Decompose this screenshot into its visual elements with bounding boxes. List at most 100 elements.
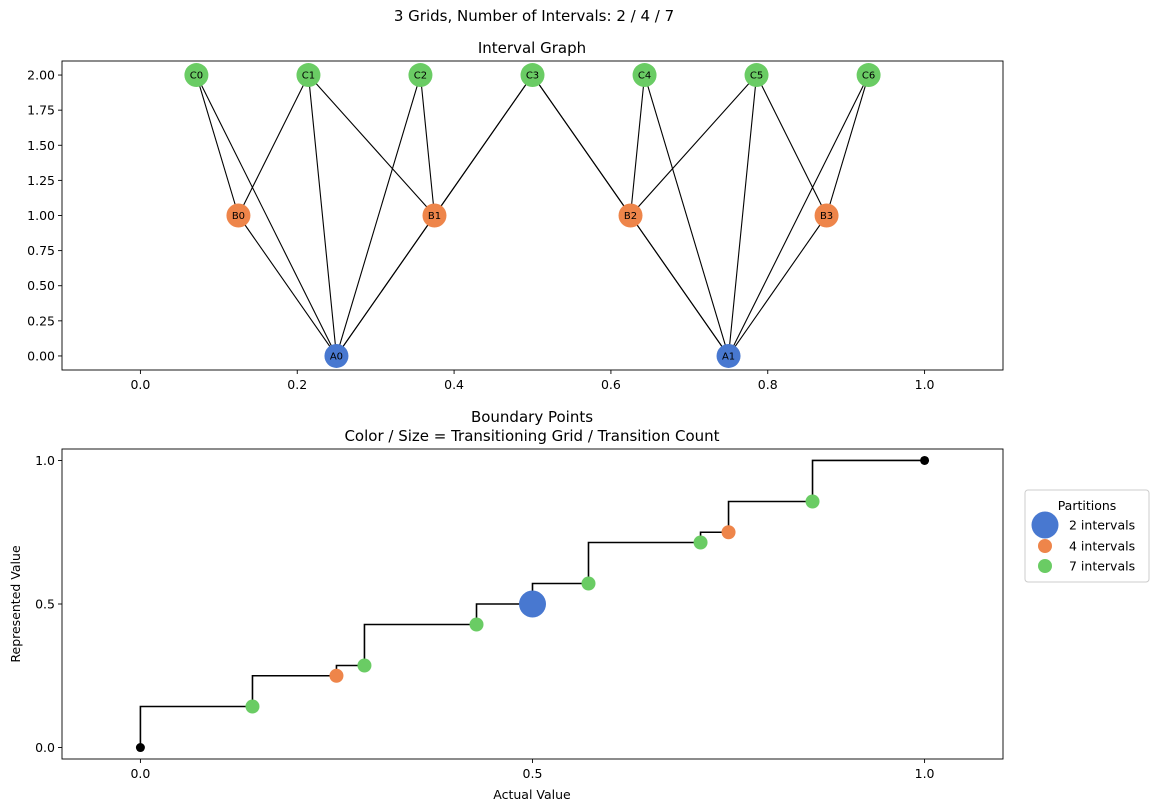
boundary-point-6 [693,535,708,550]
node-C4 [632,63,657,88]
x-tick-label: 0.4 [444,377,464,392]
x-tick-label: 0.2 [287,377,307,392]
edge-B1-C1 [308,74,435,216]
y-tick-label: 2.00 [27,68,55,83]
boundary-point-8 [805,494,820,509]
edge-B3-C5 [756,74,828,216]
boundary-points-panel: Boundary Points Color / Size = Transitio… [8,408,1150,802]
boundary-points-x-ticks: 0.0 0.5 1.0 [130,759,935,781]
edge-A1-B3 [728,215,828,357]
y-tick-label: 1.75 [27,103,55,118]
node-label-A1: A1 [722,351,735,362]
interval-graph-panel: Interval Graph A0 A1 B0 B1 B2 B3 C0 C1 C2 C3 C4 C5 C… [27,39,1004,392]
x-tick-label: 1.0 [915,377,935,392]
node-label-C4: C4 [638,71,651,82]
node-label-C0: C0 [190,71,203,82]
endpoint-0 [135,743,145,753]
node-label-B1: B1 [428,211,441,222]
x-tick-label: 0.5 [523,766,543,781]
node-B0 [226,203,251,228]
node-label-C6: C6 [862,71,875,82]
node-label-B2: B2 [624,211,637,222]
edge-A1-C6 [728,74,870,357]
edge-B2-C3 [532,74,631,216]
boundary-point-4 [519,590,546,618]
figure-suptitle: 3 Grids, Number of Intervals: 2 / 4 / 7 [394,7,674,25]
edge-A0-C1 [307,74,338,357]
node-A1 [716,343,741,368]
edge-A0-C2 [335,74,421,357]
node-C0 [184,63,209,88]
boundary-point-5 [581,576,596,591]
x-tick-label: 0.0 [130,766,150,781]
boundary-point-1 [329,668,344,683]
node-C2 [408,63,433,88]
interval-graph-title: Interval Graph [478,39,586,57]
node-C1 [296,63,321,88]
edge-B0-C1 [237,74,309,216]
y-tick-label: 0.5 [35,597,55,612]
node-C6 [856,63,881,88]
boundary-points-title: Boundary Points [471,408,593,426]
boundary-point-0 [245,699,260,714]
boundary-points [135,455,930,753]
node-B2 [618,203,643,228]
legend-label: 2 intervals [1069,518,1135,533]
x-tick-label: 0.0 [130,377,150,392]
edge-B2-C4 [629,74,646,216]
node-C5 [744,63,769,88]
graph-nodes: A0 A1 B0 B1 B2 B3 C0 C1 C2 C3 C4 C5 C6 [184,63,881,368]
x-axis-label: Actual Value [493,787,571,802]
edge-A0-C0 [195,74,337,357]
x-tick-label: 0.8 [758,377,778,392]
boundary-point-7 [721,525,736,540]
node-B1 [422,203,447,228]
node-A0 [324,343,349,368]
legend-marker-A [1031,511,1059,539]
boundary-points-y-ticks: 0.0 0.5 1.0 [35,453,62,755]
edge-B1-C3 [434,74,533,216]
y-axis-label: Represented Value [8,545,23,663]
legend-title: Partitions [1058,498,1117,513]
node-C3 [520,63,545,88]
edge-A1-C5 [727,74,758,357]
legend-marker-B [1038,539,1052,553]
node-label-C2: C2 [414,71,427,82]
boundary-point-3 [469,617,484,632]
graph-edges [195,74,870,357]
y-tick-label: 1.50 [27,138,55,153]
node-label-B0: B0 [232,211,245,222]
node-label-C3: C3 [526,71,539,82]
legend-marker-C [1038,559,1052,573]
edge-B1-C2 [419,74,436,216]
node-label-C1: C1 [302,71,315,82]
legend-box [1024,489,1150,583]
y-tick-label: 1.00 [27,208,55,223]
interval-graph-y-ticks: 0.00 0.25 0.50 0.75 1.00 1.25 1.50 1.75 2.00 [27,68,62,363]
node-label-A0: A0 [330,351,343,362]
x-tick-label: 1.0 [915,766,935,781]
node-B3 [814,203,839,228]
edge-A0-B0 [237,215,337,357]
endpoint-1 [920,455,930,465]
y-tick-label: 0.25 [27,313,55,328]
y-tick-label: 1.25 [27,173,55,188]
edge-B0-C0 [195,74,239,216]
y-tick-label: 0.75 [27,243,55,258]
legend-label: 7 intervals [1069,559,1135,574]
edge-A1-C4 [644,74,730,357]
y-tick-label: 0.00 [27,348,55,363]
x-tick-label: 0.6 [601,377,621,392]
legend-label: 4 intervals [1069,539,1135,554]
node-label-B3: B3 [820,211,833,222]
interval-graph-x-ticks: 0.0 0.2 0.4 0.6 0.8 1.0 [130,370,935,392]
y-tick-label: 0.50 [27,278,55,293]
interval-graph-frame [61,60,1004,371]
legend: Partitions 2 intervals 4 intervals 7 inter… [1024,489,1150,583]
boundary-points-subtitle: Color / Size = Transitioning Grid / Tran… [344,427,719,445]
edge-B2-C5 [630,74,757,216]
edge-B3-C6 [826,74,870,216]
node-label-C5: C5 [750,71,763,82]
y-tick-label: 0.0 [35,740,55,755]
